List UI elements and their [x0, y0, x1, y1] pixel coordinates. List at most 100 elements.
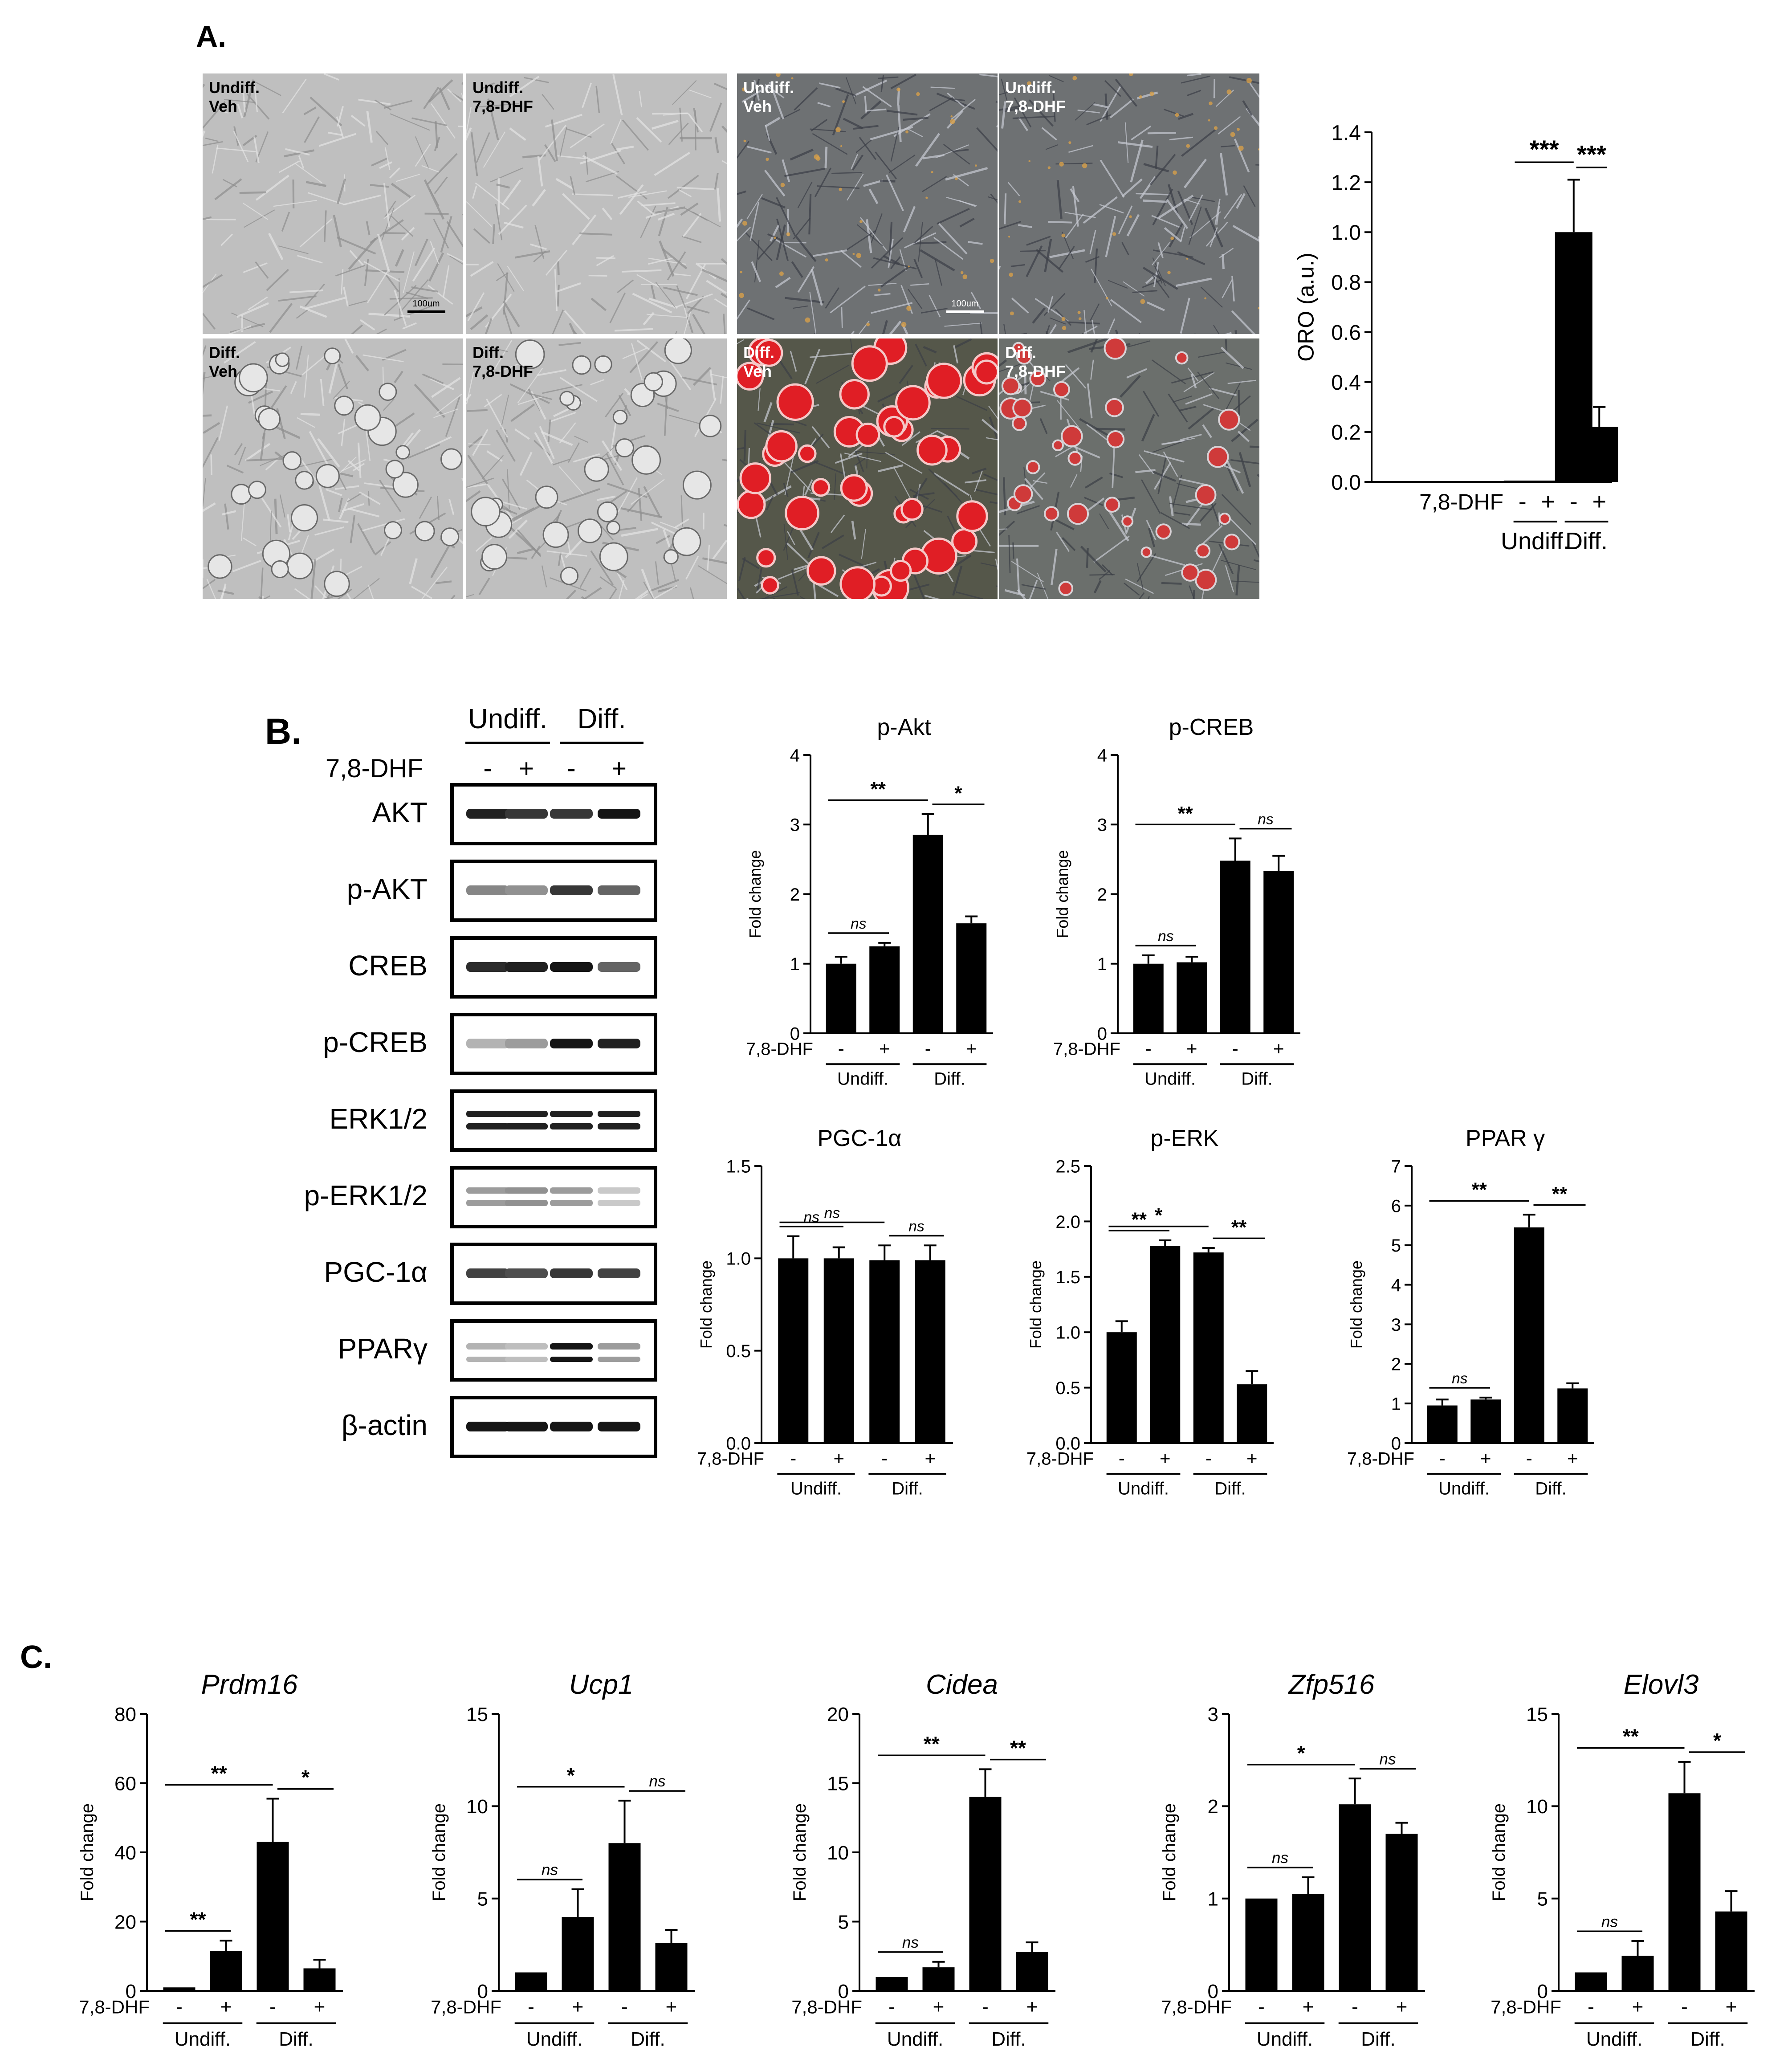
- cell-fiber: [609, 588, 617, 599]
- cell-fiber: [885, 452, 923, 474]
- cell-fiber: [720, 375, 724, 404]
- bar: [1621, 1956, 1654, 1991]
- significance-label: ***: [1530, 135, 1559, 163]
- cell-fiber: [793, 218, 811, 240]
- micrograph-grid: Undiff.VehUndiff.7,8-DHFUndiff.VehUndiff…: [203, 73, 1259, 599]
- cell-fiber: [350, 515, 355, 543]
- cell-fiber: [737, 588, 745, 599]
- blot-band: [598, 1200, 640, 1206]
- cell-fiber: [1222, 254, 1225, 269]
- cell-fiber: [429, 377, 454, 391]
- cell-fiber: [344, 590, 352, 599]
- oro-speck: [1186, 257, 1188, 260]
- cell-fiber: [466, 594, 474, 598]
- oro-droplet: [1104, 497, 1120, 513]
- oro-droplet: [1106, 430, 1125, 449]
- cell-fiber: [1180, 226, 1185, 242]
- cell-fiber: [1142, 266, 1178, 290]
- y-tick-label: 4: [1097, 746, 1107, 765]
- lipid-cell: [392, 472, 419, 498]
- significance-label: ns: [851, 916, 867, 932]
- cell-fiber: [986, 437, 998, 440]
- cell-fiber: [596, 255, 614, 266]
- cell-fiber: [737, 227, 751, 242]
- oro-speck: [743, 139, 746, 143]
- cell-fiber: [922, 154, 945, 159]
- cell-fiber: [427, 153, 458, 185]
- cell-fiber: [714, 137, 719, 153]
- lipid-cell: [682, 470, 712, 500]
- cell-fiber: [1238, 452, 1251, 487]
- cell-fiber: [353, 578, 380, 599]
- cell-fiber: [1232, 225, 1259, 242]
- cell-fiber: [863, 179, 884, 187]
- oro-speck: [1186, 144, 1190, 148]
- blot-band: [550, 1200, 593, 1206]
- oro-droplet: [1175, 351, 1189, 365]
- cell-fiber: [348, 237, 377, 270]
- cell-fiber: [581, 596, 586, 599]
- cell-fiber: [341, 419, 346, 447]
- group-label: Undiff.: [790, 1479, 842, 1498]
- blot-row-label: AKT: [372, 796, 428, 828]
- micrograph-tile: [203, 73, 463, 334]
- oro-speck: [742, 87, 746, 92]
- cell-fiber: [1220, 347, 1244, 369]
- oro-speck: [856, 253, 861, 258]
- cell-fiber: [546, 550, 587, 557]
- cell-fiber: [203, 101, 226, 129]
- cell-fiber: [923, 505, 943, 513]
- oro-speck: [1237, 127, 1240, 131]
- cell-fiber: [297, 417, 315, 428]
- y-tick-label: 5: [477, 1888, 488, 1910]
- cell-fiber: [776, 197, 796, 236]
- cell-fiber: [433, 408, 458, 418]
- x-tick-sign: +: [1160, 1447, 1171, 1468]
- cell-fiber: [1044, 239, 1052, 273]
- cell-fiber: [1056, 532, 1070, 552]
- cell-fiber: [831, 172, 863, 174]
- cell-fiber: [1068, 145, 1093, 153]
- cell-fiber: [337, 363, 348, 390]
- bar: [1193, 1252, 1224, 1443]
- cell-fiber: [335, 265, 366, 277]
- lipid-cell: [672, 527, 701, 556]
- cell-fiber: [218, 405, 228, 441]
- oro-speck: [791, 77, 794, 80]
- oro-droplet: [1067, 503, 1089, 525]
- cell-fiber: [224, 99, 256, 103]
- cell-fiber: [878, 464, 904, 473]
- cell-fiber: [689, 587, 694, 599]
- cell-fiber: [654, 151, 690, 176]
- cell-fiber: [1118, 141, 1153, 148]
- bar: [1529, 481, 1567, 482]
- y-tick-label: 20: [114, 1911, 136, 1933]
- cell-fiber: [1108, 280, 1128, 289]
- cell-fiber: [359, 491, 381, 505]
- cell-fiber: [1100, 85, 1122, 122]
- significance-label: **: [1471, 1179, 1487, 1201]
- cell-fiber: [1221, 560, 1256, 571]
- cell-fiber: [965, 479, 986, 484]
- bar: [1427, 1405, 1458, 1443]
- cell-fiber: [1046, 324, 1051, 334]
- cell-fiber: [391, 215, 414, 237]
- cell-fiber: [203, 372, 206, 400]
- cell-fiber: [1012, 115, 1055, 119]
- group-label: Undiff.: [1118, 1479, 1169, 1498]
- cell-fiber: [1163, 109, 1184, 117]
- y-tick-label: 1: [790, 954, 800, 974]
- cell-fiber: [746, 598, 749, 599]
- oro-speck: [1140, 299, 1145, 304]
- y-tick-label: 2: [1391, 1355, 1401, 1374]
- blot-band: [550, 1357, 593, 1362]
- cell-fiber: [983, 473, 998, 481]
- cell-fiber: [1089, 230, 1096, 255]
- cell-fiber: [1190, 373, 1197, 388]
- group-label: Undiff.: [1586, 2028, 1642, 2050]
- treatment-label: 7,8-DHF: [697, 1449, 764, 1468]
- bar: [1245, 1898, 1278, 1991]
- cell-fiber: [650, 285, 656, 300]
- oro-speck: [1082, 163, 1087, 168]
